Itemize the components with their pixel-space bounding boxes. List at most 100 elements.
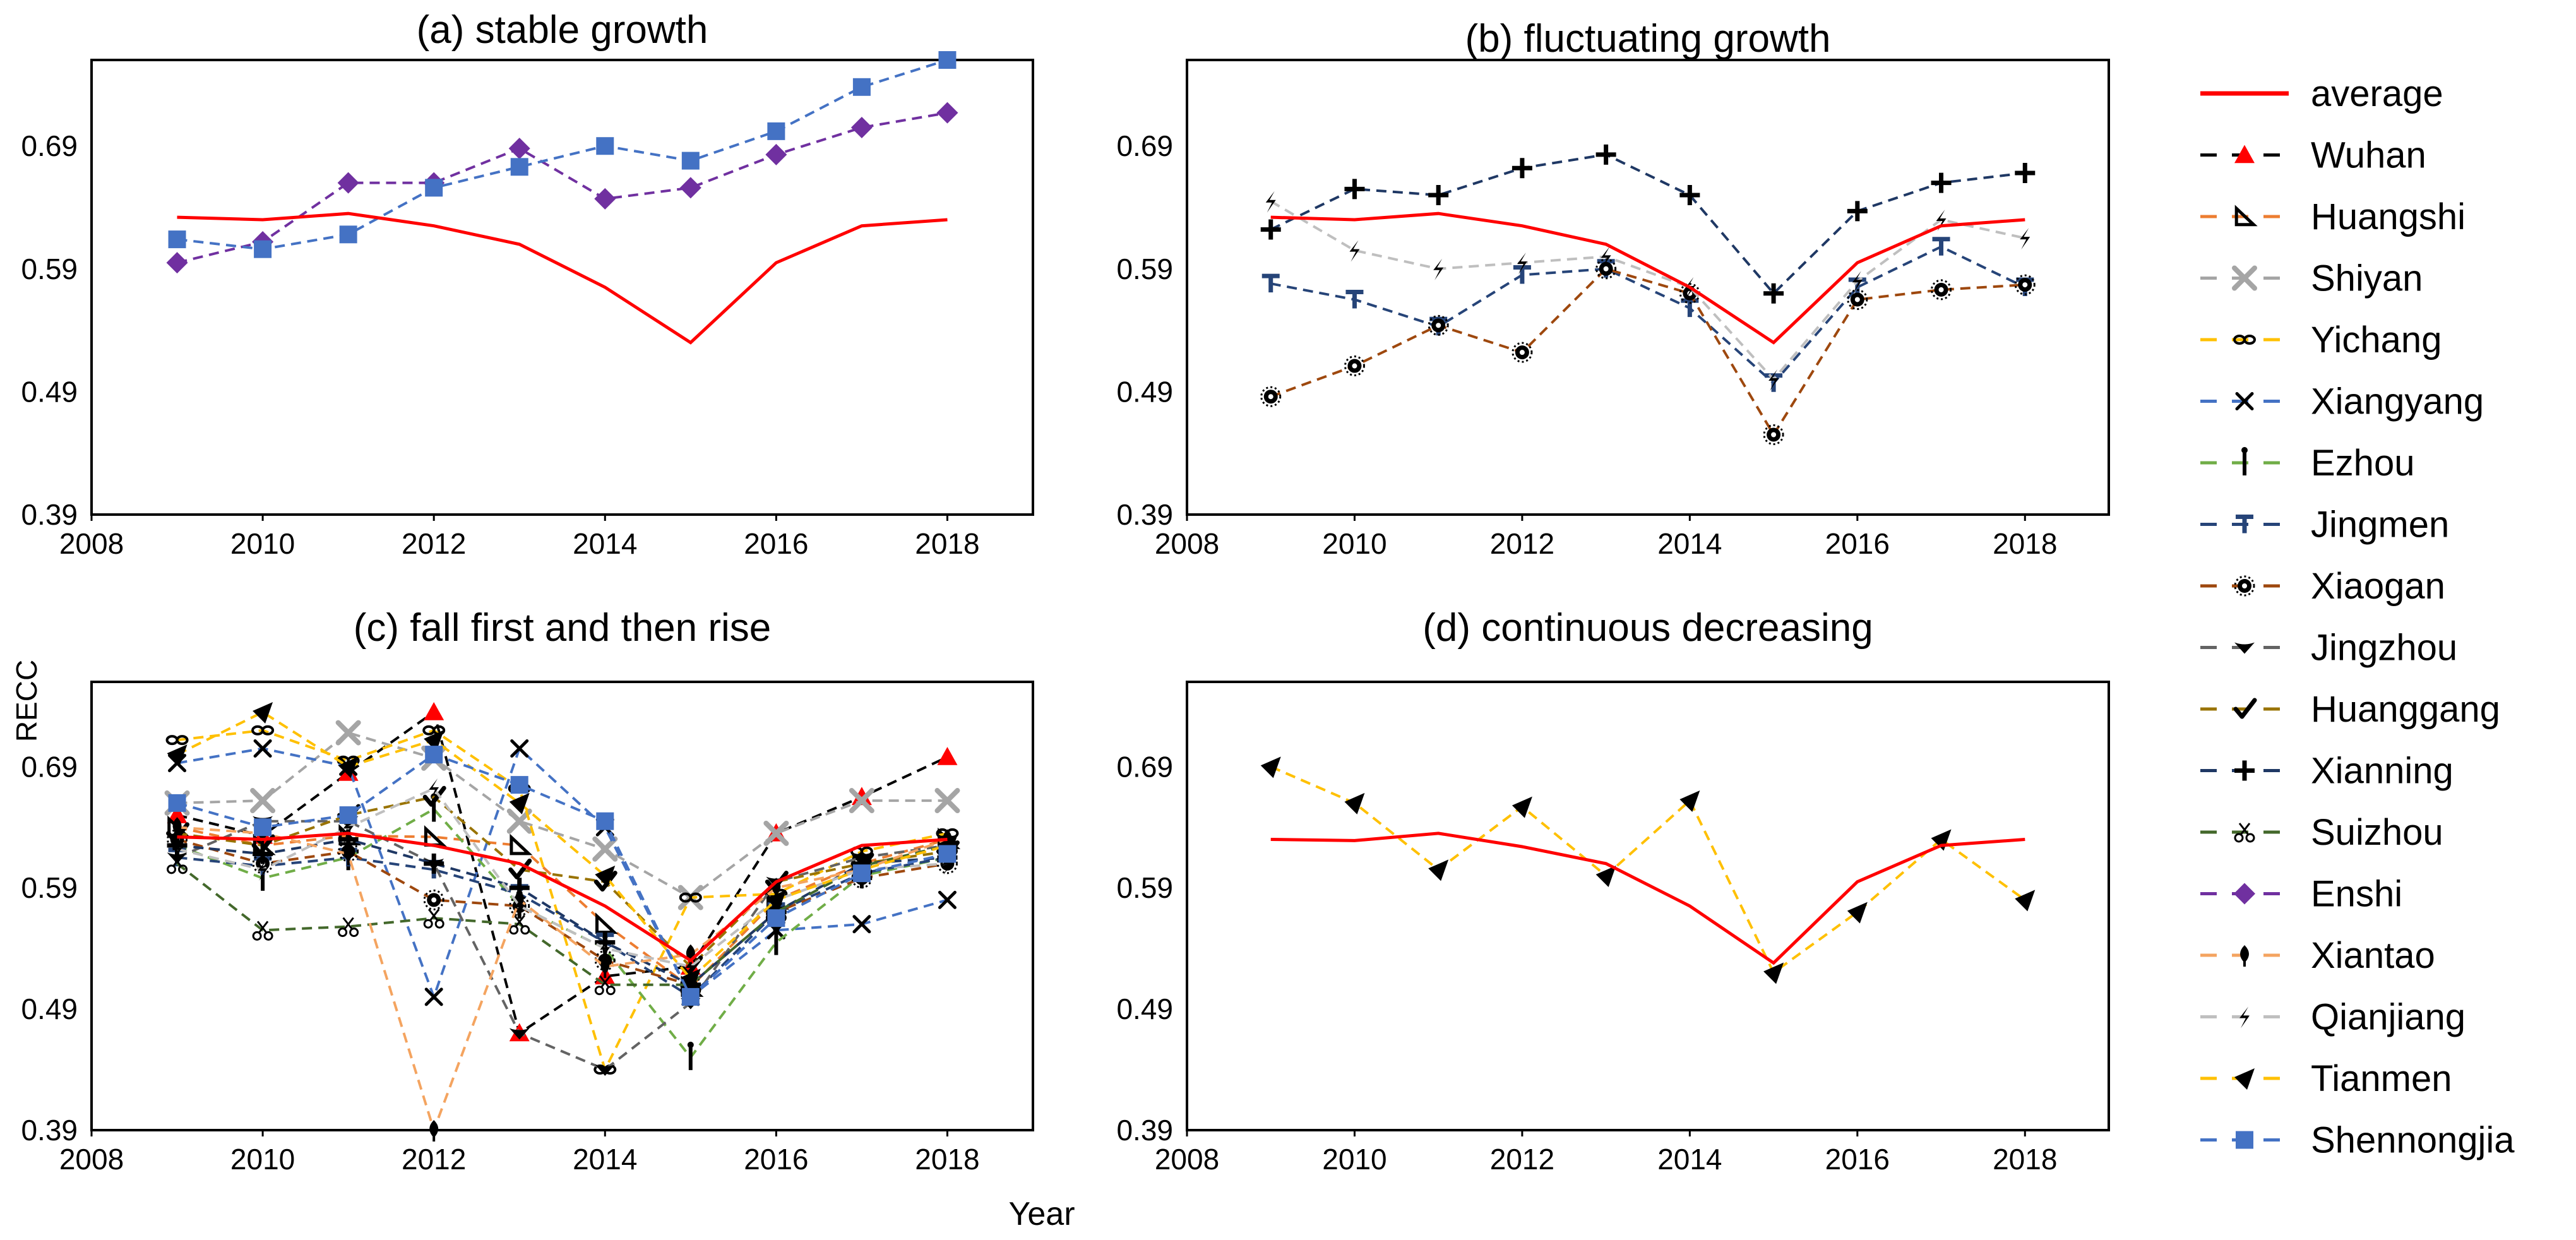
legend-label: Wuhan bbox=[2311, 135, 2426, 176]
point-shennongjia bbox=[767, 122, 785, 140]
point-shennongjia bbox=[681, 987, 700, 1006]
point-yichang bbox=[251, 725, 275, 736]
series-xianning bbox=[1260, 144, 2036, 304]
plot-frame bbox=[1186, 681, 2110, 1131]
point-tianmen bbox=[595, 866, 616, 888]
series-line-xiangyang bbox=[177, 746, 948, 1001]
chart-panel-c: (c) fall first and then rise 2008 2010 2012… bbox=[21, 606, 1034, 1176]
series-line-shennongjia bbox=[176, 753, 948, 999]
point-xiantao bbox=[600, 956, 610, 978]
series-line-shiyan bbox=[177, 731, 948, 899]
point-shennongjia bbox=[510, 158, 528, 176]
y-tick-label: 0.59 bbox=[1116, 871, 1173, 904]
point-xiantao bbox=[429, 1120, 439, 1142]
y-tick-label: 0.59 bbox=[21, 253, 78, 285]
legend: average Wuhan Huangshi Shiyan Yichang Xiangya… bbox=[2200, 73, 2515, 1161]
legend-label: Jingzhou bbox=[2311, 628, 2457, 669]
legend-item-average: average bbox=[2200, 73, 2443, 114]
series-line-xiantao bbox=[177, 826, 948, 1135]
x-tick-label: 2012 bbox=[1490, 527, 1554, 560]
point-huangshi bbox=[510, 833, 533, 855]
y-tick-label: 0.49 bbox=[1116, 993, 1173, 1025]
legend-marker-wuhan bbox=[2234, 145, 2255, 164]
point-tianmen bbox=[1595, 866, 1616, 888]
series-line-jingmen bbox=[1270, 245, 2026, 385]
legend-item-qianjiang: Qianjiang bbox=[2200, 997, 2466, 1038]
x-tick-label: 2008 bbox=[59, 527, 124, 560]
point-xiaogan bbox=[1344, 355, 1365, 377]
series-line-tianmen bbox=[1270, 765, 2026, 975]
point-tianmen bbox=[509, 792, 530, 814]
panels: (a) stable growth 2008 2010 2012 2014 2016 201… bbox=[21, 8, 2110, 1176]
point-shennongjia bbox=[938, 845, 957, 863]
legend-marker-shiyan bbox=[2232, 265, 2257, 291]
point-shennongjia bbox=[938, 51, 957, 69]
legend-label: Suizhou bbox=[2311, 812, 2443, 853]
point-xiaogan bbox=[1428, 314, 1449, 336]
point-suizhou bbox=[509, 914, 530, 935]
legend-label: Xiantao bbox=[2311, 935, 2435, 976]
x-tick-label: 2010 bbox=[1322, 527, 1386, 560]
point-wuhan bbox=[937, 746, 958, 765]
x-tick-label: 2010 bbox=[1322, 1143, 1386, 1176]
point-shennongjia bbox=[510, 776, 528, 794]
legend-marker-jingmen bbox=[2236, 515, 2253, 534]
chart-panel-d: (d) continuous decreasing 2008 2010 2012 201… bbox=[1116, 606, 2110, 1176]
point-suizhou bbox=[423, 909, 444, 929]
series-tianmen bbox=[1260, 756, 2036, 984]
series-line-wuhan bbox=[177, 710, 948, 1035]
legend-marker-suizhou bbox=[2234, 823, 2255, 843]
point-shennongjia bbox=[681, 152, 700, 170]
legend-item-shiyan: Shiyan bbox=[2200, 258, 2423, 299]
legend-item-xiangyang: Xiangyang bbox=[2200, 381, 2484, 422]
series-line-ezhou bbox=[176, 807, 948, 1060]
legend-label: Jingmen bbox=[2311, 504, 2449, 545]
series-tianmen bbox=[167, 701, 958, 991]
point-shennongjia bbox=[596, 137, 614, 155]
y-tick-label: 0.69 bbox=[21, 129, 78, 162]
series-huanggang bbox=[166, 785, 960, 977]
x-tick-label: 2010 bbox=[230, 527, 295, 560]
point-ezhou bbox=[773, 926, 780, 955]
x-tick-label: 2010 bbox=[230, 1143, 295, 1176]
legend-item-jingzhou: Jingzhou bbox=[2200, 628, 2457, 669]
series-line-huanggang bbox=[177, 796, 948, 969]
point-xianning bbox=[1260, 219, 1281, 240]
legend-label: Huanggang bbox=[2311, 689, 2500, 730]
point-xiangyang bbox=[424, 987, 443, 1006]
legend-item-shennongjia: Shennongjia bbox=[2200, 1120, 2515, 1161]
series-line-shennongjia bbox=[177, 59, 948, 251]
y-tick-label: 0.69 bbox=[1116, 750, 1173, 783]
point-jingmen bbox=[1513, 265, 1531, 284]
point-xiaogan bbox=[1512, 342, 1533, 363]
point-xianning bbox=[1847, 201, 1868, 222]
point-xianning bbox=[2015, 163, 2036, 184]
point-qianjiang bbox=[1349, 240, 1360, 262]
y-tick-label: 0.39 bbox=[21, 498, 78, 531]
y-tick-label: 0.49 bbox=[1116, 375, 1173, 408]
y-tick-label: 0.39 bbox=[1116, 1114, 1173, 1147]
point-shiyan bbox=[849, 788, 874, 814]
series-shennongjia bbox=[168, 51, 957, 258]
point-xiaogan bbox=[1595, 258, 1617, 280]
series-average bbox=[177, 832, 948, 963]
legend-label: Shiyan bbox=[2311, 258, 2423, 299]
point-huanggang bbox=[166, 822, 190, 844]
legend-label: Qianjiang bbox=[2311, 997, 2466, 1038]
legend-item-xiantao: Xiantao bbox=[2200, 935, 2435, 976]
x-tick-label: 2018 bbox=[1993, 527, 2057, 560]
point-qianjiang bbox=[343, 817, 354, 839]
x-tick-label: 2012 bbox=[402, 527, 466, 560]
point-wuhan bbox=[424, 701, 444, 720]
x-tick-label: 2012 bbox=[402, 1143, 466, 1176]
legend-label: Enshi bbox=[2311, 874, 2402, 915]
x-tick-label: 2008 bbox=[1155, 1143, 1219, 1176]
legend-label: Shennongjia bbox=[2311, 1120, 2515, 1161]
point-qianjiang bbox=[1517, 253, 1527, 275]
point-shennongjia bbox=[852, 864, 871, 883]
point-enshi bbox=[166, 252, 188, 274]
point-xianning bbox=[1428, 185, 1449, 206]
point-qianjiang bbox=[600, 938, 611, 960]
point-tianmen bbox=[253, 701, 273, 724]
series-jingmen bbox=[1261, 237, 2034, 392]
